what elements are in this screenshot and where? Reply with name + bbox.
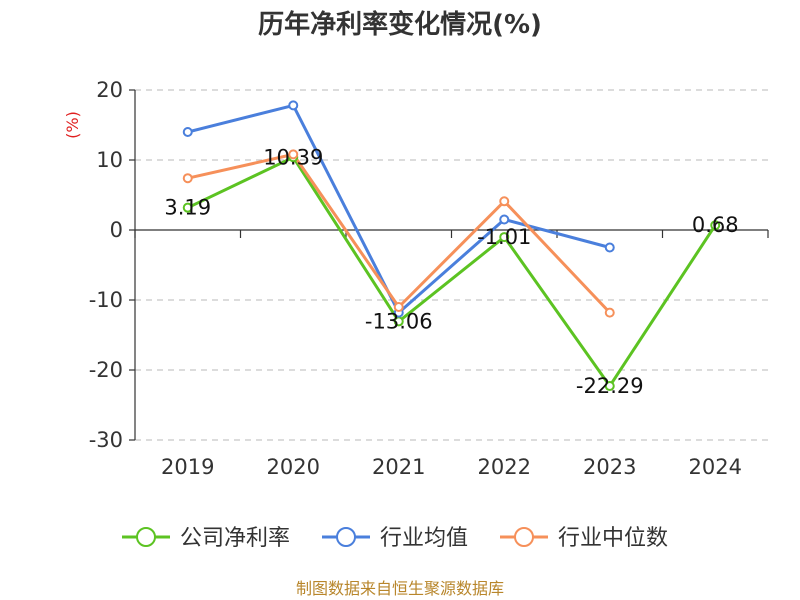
y-tick-label: -20 [89,358,123,382]
y-tick-label: 0 [110,218,123,242]
y-tick-label: 20 [96,78,123,102]
data-point[interactable] [499,232,510,243]
legend-label: 行业均值 [380,526,468,551]
x-tick-label: 2021 [372,455,425,479]
source-note: 制图数据来自恒生聚源数据库 [296,579,504,598]
data-point[interactable] [182,202,193,213]
axes: 20 10 0 -10 -20 -30 2019 2020 2021 2022 2023 2024 [89,78,769,479]
data-point[interactable] [604,307,615,318]
legend: 公司净利率 行业均值 行业中位数 [122,526,668,551]
series-group [182,100,721,392]
data-point[interactable] [182,127,193,137]
data-point[interactable] [604,242,615,253]
y-tick-label: -10 [89,288,123,312]
x-tick-label: 2020 [267,455,320,479]
data-point[interactable] [710,220,721,231]
data-point[interactable] [499,214,510,225]
chart-title: 历年净利率变化情况(%) [258,9,542,40]
data-label: -1.01 [477,225,531,249]
data-point[interactable] [499,196,510,207]
data-label: 10.39 [263,145,323,169]
y-axis-label: (%) [63,111,82,139]
series-line-1 [187,103,611,315]
data-point[interactable] [288,149,299,160]
legend-item-0[interactable]: 公司净利率 [122,526,290,551]
x-tick-label: 2019 [161,455,214,479]
data-point[interactable] [604,381,615,392]
legend-label: 行业中位数 [558,526,668,551]
legend-marker [514,527,534,547]
legend-item-1[interactable]: 行业均值 [322,526,468,551]
data-label: -13.06 [365,309,433,333]
legend-marker [336,527,356,547]
y-tick-label: 10 [96,148,123,172]
data-point[interactable] [393,302,404,312]
data-labels: 3.19 10.39 -13.06 -1.01 -22.29 0.68 [164,145,738,398]
data-label: 3.19 [164,196,211,220]
x-tick-label: 2024 [689,455,742,479]
data-point[interactable] [288,100,299,111]
x-tick-label: 2023 [583,455,636,479]
x-tick-label: 2022 [478,455,531,479]
legend-label: 公司净利率 [180,526,290,551]
legend-marker [136,527,156,547]
data-label: 0.68 [692,213,739,237]
data-label: -22.29 [576,374,644,398]
series-line-0 [187,155,717,388]
legend-item-2[interactable]: 行业中位数 [500,526,668,551]
data-point[interactable] [182,173,193,184]
y-tick-label: -30 [89,428,123,452]
